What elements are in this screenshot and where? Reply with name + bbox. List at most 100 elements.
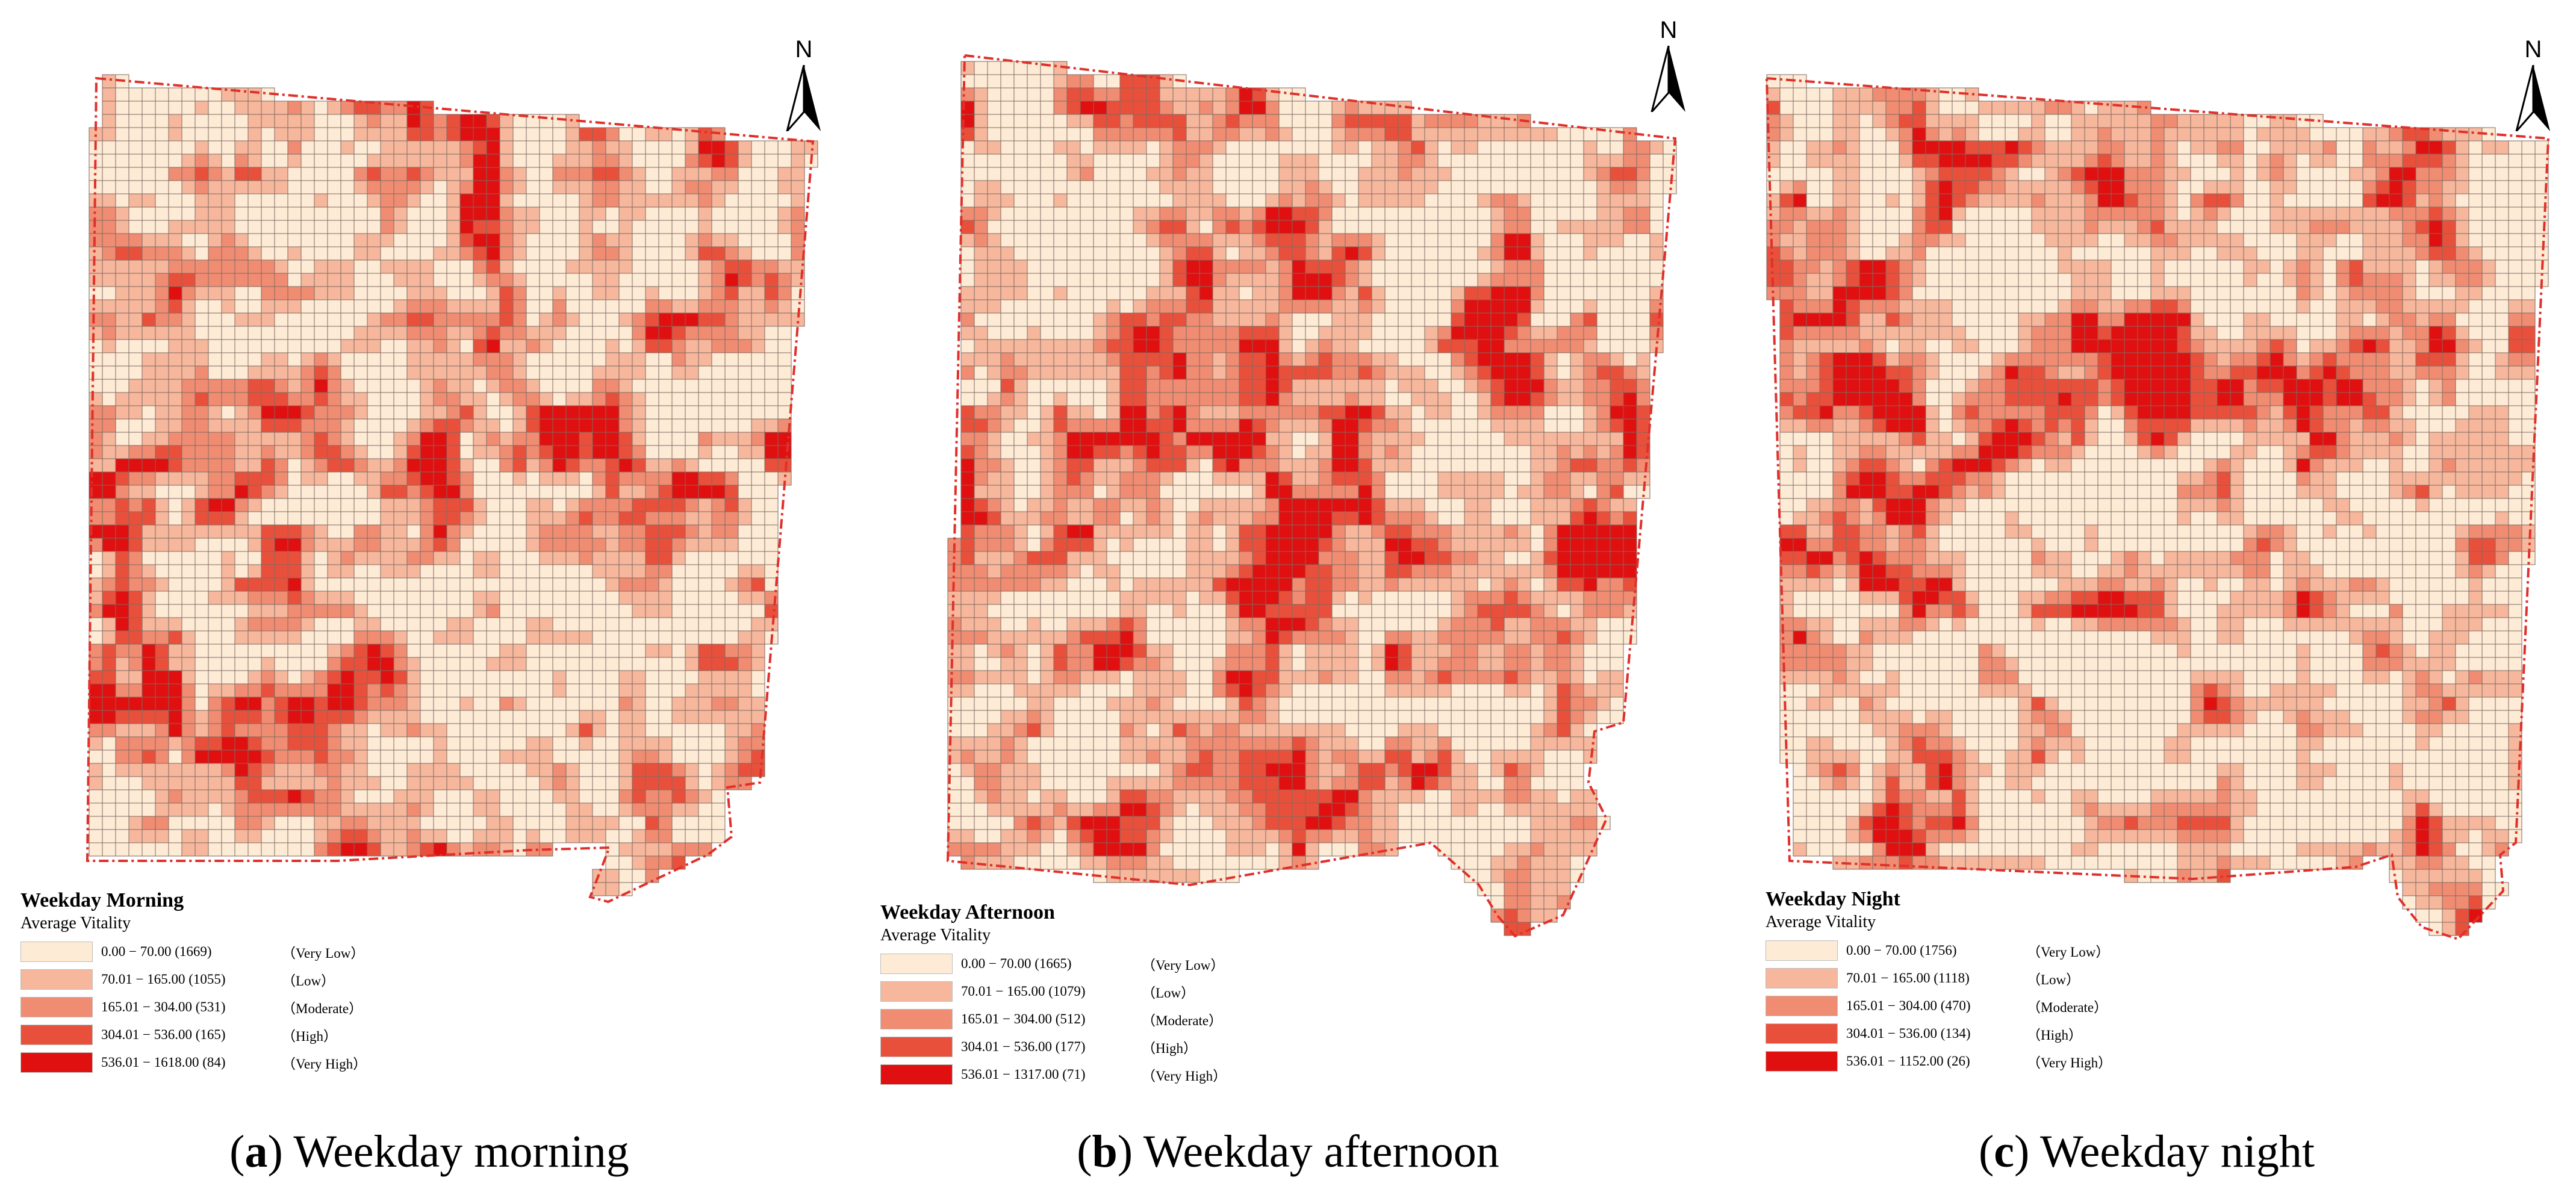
grid-cell <box>777 167 792 181</box>
legend-swatch <box>20 1025 93 1045</box>
grid-cell <box>274 140 288 155</box>
grid-cell <box>1013 326 1028 340</box>
grid-cell <box>340 127 355 141</box>
grid-cell <box>1398 154 1412 168</box>
grid-cell <box>539 193 553 208</box>
grid-cell <box>380 736 394 751</box>
grid-cell <box>512 233 527 247</box>
grid-cell <box>685 445 699 459</box>
grid-cell <box>142 220 156 234</box>
grid-cell <box>698 538 712 552</box>
grid-cell <box>579 644 593 658</box>
grid-cell <box>1000 352 1015 367</box>
grid-cell <box>314 842 328 857</box>
grid-cell <box>1623 365 1637 380</box>
grid-cell <box>89 736 103 751</box>
grid-cell <box>974 498 988 512</box>
grid-cell <box>1225 418 1240 433</box>
grid-cell <box>168 326 182 340</box>
grid-cell <box>142 233 156 247</box>
grid-cell <box>539 723 553 737</box>
grid-cell <box>1371 339 1386 353</box>
grid-cell <box>1398 524 1412 539</box>
grid-cell <box>1278 471 1293 486</box>
grid-cell <box>764 432 779 446</box>
grid-cell <box>685 749 699 764</box>
grid-cell <box>1080 167 1094 181</box>
grid-cell <box>645 445 659 459</box>
grid-cell <box>618 365 633 380</box>
grid-cell <box>526 749 540 764</box>
grid-cell <box>1225 180 1240 194</box>
grid-cell <box>1172 485 1187 499</box>
grid-cell <box>1066 458 1081 473</box>
grid-cell <box>459 154 474 168</box>
grid-cell <box>1517 326 1531 340</box>
grid-cell <box>1146 246 1160 261</box>
grid-cell <box>380 842 394 857</box>
grid-cell <box>1278 127 1293 141</box>
grid-cell <box>261 842 275 857</box>
grid-cell <box>1159 74 1174 88</box>
grid-cell <box>1530 511 1545 526</box>
grid-cell <box>1570 445 1584 459</box>
grid-cell <box>632 471 646 486</box>
grid-cell <box>300 365 315 380</box>
grid-cell <box>115 498 129 512</box>
grid-cell <box>974 312 988 327</box>
grid-cell <box>208 577 222 592</box>
grid-cell <box>1583 299 1598 314</box>
grid-cell <box>1292 127 1306 141</box>
grid-cell <box>1557 392 1571 406</box>
grid-cell <box>1066 352 1081 367</box>
grid-cell <box>102 140 116 155</box>
grid-cell <box>539 498 553 512</box>
grid-cell <box>698 233 712 247</box>
grid-cell <box>698 299 712 314</box>
grid-cell <box>671 458 686 473</box>
grid-cell <box>486 577 500 592</box>
grid-cell <box>1464 167 1478 181</box>
grid-cell <box>1517 233 1531 247</box>
grid-cell <box>155 802 169 817</box>
grid-cell <box>221 299 235 314</box>
grid-cell <box>698 604 712 618</box>
grid-cell <box>552 259 567 274</box>
grid-cell <box>1623 326 1637 340</box>
grid-cell <box>486 220 500 234</box>
grid-cell <box>420 657 434 671</box>
grid-cell <box>711 154 726 168</box>
grid-cell <box>685 564 699 579</box>
grid-cell <box>221 193 235 208</box>
grid-cell <box>128 273 143 287</box>
grid-cell <box>1305 352 1319 367</box>
grid-cell <box>1027 246 1041 261</box>
grid-cell <box>671 140 686 155</box>
grid-cell <box>194 524 209 539</box>
grid-cell <box>1265 299 1280 314</box>
grid-cell <box>287 829 302 843</box>
grid-cell <box>499 829 514 843</box>
grid-cell <box>115 352 129 367</box>
grid-cell <box>115 617 129 631</box>
grid-cell <box>974 326 988 340</box>
grid-cell <box>155 723 169 737</box>
grid-cell <box>1371 193 1386 208</box>
grid-cell <box>1013 458 1028 473</box>
grid-cell <box>340 379 355 393</box>
grid-cell <box>1583 471 1598 486</box>
grid-cell <box>208 286 222 300</box>
grid-cell <box>1066 154 1081 168</box>
grid-cell <box>274 617 288 631</box>
grid-cell <box>618 127 633 141</box>
grid-cell <box>632 154 646 168</box>
grid-cell <box>168 246 182 261</box>
grid-cell <box>1371 140 1386 155</box>
grid-cell <box>1583 339 1598 353</box>
grid-cell <box>1464 114 1478 128</box>
grid-cell <box>1119 445 1134 459</box>
grid-cell <box>261 193 275 208</box>
grid-cell <box>353 551 368 565</box>
grid-cell <box>1570 127 1584 141</box>
grid-cell <box>711 657 726 671</box>
